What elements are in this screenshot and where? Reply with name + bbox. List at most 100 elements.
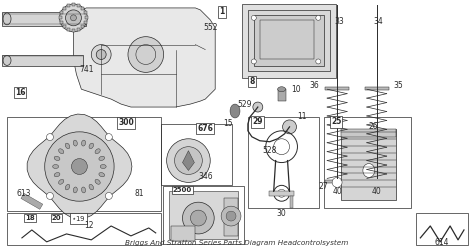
Ellipse shape bbox=[95, 179, 100, 184]
Bar bbox=[325, 87, 349, 90]
Bar bbox=[416, 213, 468, 245]
Text: 20: 20 bbox=[52, 215, 62, 221]
Text: 27: 27 bbox=[319, 182, 328, 191]
Bar bbox=[81, 26, 84, 29]
Bar bbox=[341, 129, 396, 137]
Bar bbox=[242, 4, 336, 78]
Bar bbox=[161, 124, 232, 185]
Bar bbox=[325, 180, 349, 183]
Ellipse shape bbox=[73, 187, 77, 193]
Circle shape bbox=[91, 45, 111, 64]
Ellipse shape bbox=[54, 173, 60, 177]
Text: Briggs And Stratton Series Parts Diagram Headcontrolsystem: Briggs And Stratton Series Parts Diagram… bbox=[125, 240, 349, 246]
Ellipse shape bbox=[59, 179, 64, 184]
Bar bbox=[7, 117, 161, 211]
Ellipse shape bbox=[278, 87, 285, 92]
Bar bbox=[224, 198, 238, 236]
Ellipse shape bbox=[89, 184, 93, 190]
Circle shape bbox=[96, 50, 106, 60]
Ellipse shape bbox=[99, 156, 105, 160]
Text: 2500: 2500 bbox=[173, 187, 192, 193]
Text: 11: 11 bbox=[298, 112, 307, 122]
Text: 35: 35 bbox=[393, 81, 403, 90]
Circle shape bbox=[105, 192, 112, 199]
Bar bbox=[248, 117, 319, 208]
Bar bbox=[7, 213, 161, 245]
Bar bbox=[60, 11, 63, 14]
Bar bbox=[67, 28, 70, 31]
Circle shape bbox=[174, 147, 202, 174]
Text: 40: 40 bbox=[372, 187, 382, 196]
Text: 676: 676 bbox=[197, 124, 213, 133]
Ellipse shape bbox=[89, 143, 93, 149]
Circle shape bbox=[46, 134, 54, 141]
Bar bbox=[59, 16, 62, 19]
Bar bbox=[290, 196, 293, 208]
Text: 8: 8 bbox=[249, 77, 255, 86]
Ellipse shape bbox=[73, 140, 77, 146]
Bar bbox=[63, 26, 66, 29]
Bar bbox=[269, 191, 294, 196]
Bar bbox=[72, 3, 75, 6]
Ellipse shape bbox=[230, 104, 240, 118]
Circle shape bbox=[251, 59, 256, 64]
Text: 613: 613 bbox=[17, 189, 31, 198]
Circle shape bbox=[316, 59, 321, 64]
Text: 529: 529 bbox=[237, 100, 252, 109]
Circle shape bbox=[167, 139, 210, 182]
Text: 12: 12 bbox=[84, 221, 94, 230]
Circle shape bbox=[45, 132, 114, 201]
Ellipse shape bbox=[363, 163, 375, 177]
Text: 552: 552 bbox=[204, 23, 218, 32]
Bar bbox=[77, 4, 80, 7]
Circle shape bbox=[128, 37, 164, 72]
Bar bbox=[365, 87, 389, 90]
Text: 10: 10 bbox=[292, 85, 301, 94]
Text: 18: 18 bbox=[25, 215, 35, 221]
Polygon shape bbox=[27, 114, 132, 219]
Ellipse shape bbox=[53, 164, 59, 168]
Ellipse shape bbox=[65, 143, 70, 149]
Ellipse shape bbox=[82, 140, 85, 146]
Text: 16: 16 bbox=[15, 88, 25, 97]
Circle shape bbox=[221, 206, 241, 226]
Ellipse shape bbox=[99, 173, 105, 177]
Text: 34: 34 bbox=[374, 17, 383, 26]
Text: 346: 346 bbox=[198, 172, 213, 181]
Text: 15: 15 bbox=[223, 119, 233, 128]
Bar bbox=[85, 16, 88, 19]
Circle shape bbox=[105, 134, 112, 141]
Ellipse shape bbox=[82, 187, 85, 193]
Ellipse shape bbox=[54, 156, 60, 160]
Text: 36: 36 bbox=[310, 81, 319, 90]
Bar bbox=[278, 89, 285, 101]
Text: 33: 33 bbox=[334, 17, 344, 26]
Circle shape bbox=[65, 10, 82, 26]
Circle shape bbox=[60, 4, 87, 32]
Text: $\star$19: $\star$19 bbox=[72, 214, 86, 222]
Bar bbox=[169, 191, 238, 239]
Text: 528: 528 bbox=[263, 146, 277, 155]
Ellipse shape bbox=[3, 56, 11, 65]
Bar bbox=[84, 21, 87, 24]
Text: 741: 741 bbox=[79, 65, 93, 74]
Bar bbox=[60, 21, 63, 24]
Circle shape bbox=[283, 120, 296, 134]
Text: 26: 26 bbox=[369, 122, 378, 131]
Circle shape bbox=[72, 158, 87, 174]
Circle shape bbox=[253, 102, 263, 112]
Text: 81: 81 bbox=[134, 189, 144, 198]
Bar bbox=[254, 15, 324, 66]
Circle shape bbox=[71, 15, 76, 21]
Circle shape bbox=[316, 15, 321, 20]
Text: 1: 1 bbox=[219, 7, 225, 16]
Text: 30: 30 bbox=[277, 209, 286, 217]
Bar bbox=[63, 7, 66, 10]
Bar bbox=[67, 4, 70, 7]
Bar bbox=[72, 29, 75, 32]
Bar bbox=[260, 20, 314, 60]
Ellipse shape bbox=[65, 184, 70, 190]
Bar bbox=[2, 55, 83, 66]
Bar bbox=[81, 7, 84, 10]
Ellipse shape bbox=[95, 149, 100, 154]
